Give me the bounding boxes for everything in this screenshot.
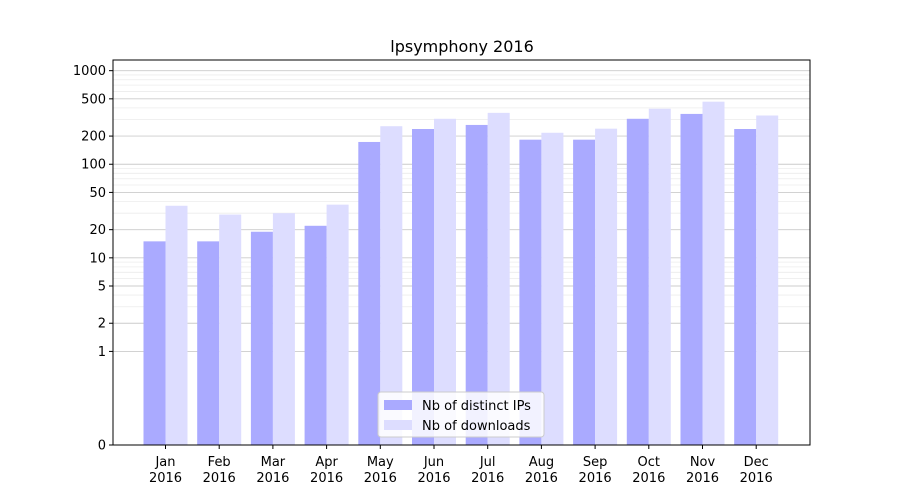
x-tick-label-year: 2016 xyxy=(364,471,397,486)
y-tick-label: 200 xyxy=(81,130,106,145)
bar-downloads xyxy=(487,112,510,446)
legend-label: Nb of downloads xyxy=(422,419,531,434)
y-tick-label: 10 xyxy=(89,251,106,266)
bar-downloads xyxy=(165,205,188,445)
x-tick-label-year: 2016 xyxy=(686,471,719,486)
bar-downloads xyxy=(380,126,403,445)
x-tick-label-month: Nov xyxy=(690,455,716,470)
x-tick-label-month: Jul xyxy=(479,455,496,470)
bar-downloads xyxy=(434,118,456,446)
legend-label: Nb of distinct IPs xyxy=(422,399,531,414)
y-tick-label: 1000 xyxy=(73,64,106,79)
y-axis: 0 1 2 5 10 20 50 100 200 500 1000 xyxy=(73,64,113,454)
x-tick-label-year: 2016 xyxy=(632,471,665,486)
legend-box xyxy=(377,391,545,438)
x-tick-label-year: 2016 xyxy=(471,471,504,486)
bar-downloads xyxy=(326,204,349,445)
y-tick-label: 2 xyxy=(98,317,106,332)
x-axis: Jan2016Feb2016Mar2016Apr2016May2016Jun20… xyxy=(149,445,773,486)
bar-distinct-ips xyxy=(304,225,327,445)
x-tick-label-year: 2016 xyxy=(740,471,773,486)
x-tick-label-year: 2016 xyxy=(149,471,182,486)
y-tick-label: 5 xyxy=(98,280,106,295)
y-tick-label: 0 xyxy=(98,439,106,454)
x-tick-label-year: 2016 xyxy=(256,471,289,486)
bar-downloads xyxy=(272,213,295,445)
x-tick-label-year: 2016 xyxy=(310,471,343,486)
bar-distinct-ips xyxy=(358,141,381,445)
x-tick-label-month: Aug xyxy=(529,455,554,470)
x-tick-label-month: Mar xyxy=(261,455,286,470)
bar-downloads xyxy=(595,128,618,445)
x-tick-label-year: 2016 xyxy=(203,471,236,486)
bar-downloads xyxy=(702,101,725,445)
x-tick-label-month: Feb xyxy=(208,455,231,470)
bar-downloads xyxy=(541,132,564,445)
legend: Nb of distinct IPs Nb of downloads xyxy=(377,391,545,438)
bar-downloads xyxy=(648,108,671,445)
bar-distinct-ips xyxy=(250,231,273,445)
legend-swatch xyxy=(384,420,412,430)
bars-layer xyxy=(143,101,779,446)
x-tick-label-year: 2016 xyxy=(417,471,450,486)
x-tick-label-year: 2016 xyxy=(579,471,612,486)
bar-distinct-ips xyxy=(197,241,220,445)
x-tick-label-month: Apr xyxy=(315,455,338,470)
legend-swatch xyxy=(384,400,412,410)
x-tick-label-month: Sep xyxy=(583,455,608,470)
y-tick-label: 500 xyxy=(81,92,106,107)
plot-area-frame xyxy=(112,59,811,446)
y-tick-label: 50 xyxy=(89,186,106,201)
bar-downloads xyxy=(756,115,779,445)
x-tick-label-month: Jan xyxy=(154,455,175,470)
x-tick-label-year: 2016 xyxy=(525,471,558,486)
bar-distinct-ips xyxy=(465,124,488,445)
bar-distinct-ips xyxy=(680,113,703,446)
bar-distinct-ips xyxy=(626,118,649,446)
bar-distinct-ips xyxy=(734,129,757,445)
bar-distinct-ips xyxy=(519,139,542,445)
x-tick-label-month: Dec xyxy=(744,455,769,470)
x-tick-label-month: May xyxy=(367,455,394,470)
y-tick-label: 100 xyxy=(81,158,106,173)
x-tick-label-month: Jun xyxy=(423,455,444,470)
bar-distinct-ips xyxy=(412,129,434,445)
bar-downloads xyxy=(219,214,242,445)
bar-distinct-ips xyxy=(573,139,596,445)
y-tick-label: 1 xyxy=(98,345,106,360)
bar-distinct-ips xyxy=(143,241,166,445)
chart-title: lpsymphony 2016 xyxy=(390,37,534,56)
x-tick-label-month: Oct xyxy=(638,455,660,470)
y-tick-label: 20 xyxy=(89,223,106,238)
